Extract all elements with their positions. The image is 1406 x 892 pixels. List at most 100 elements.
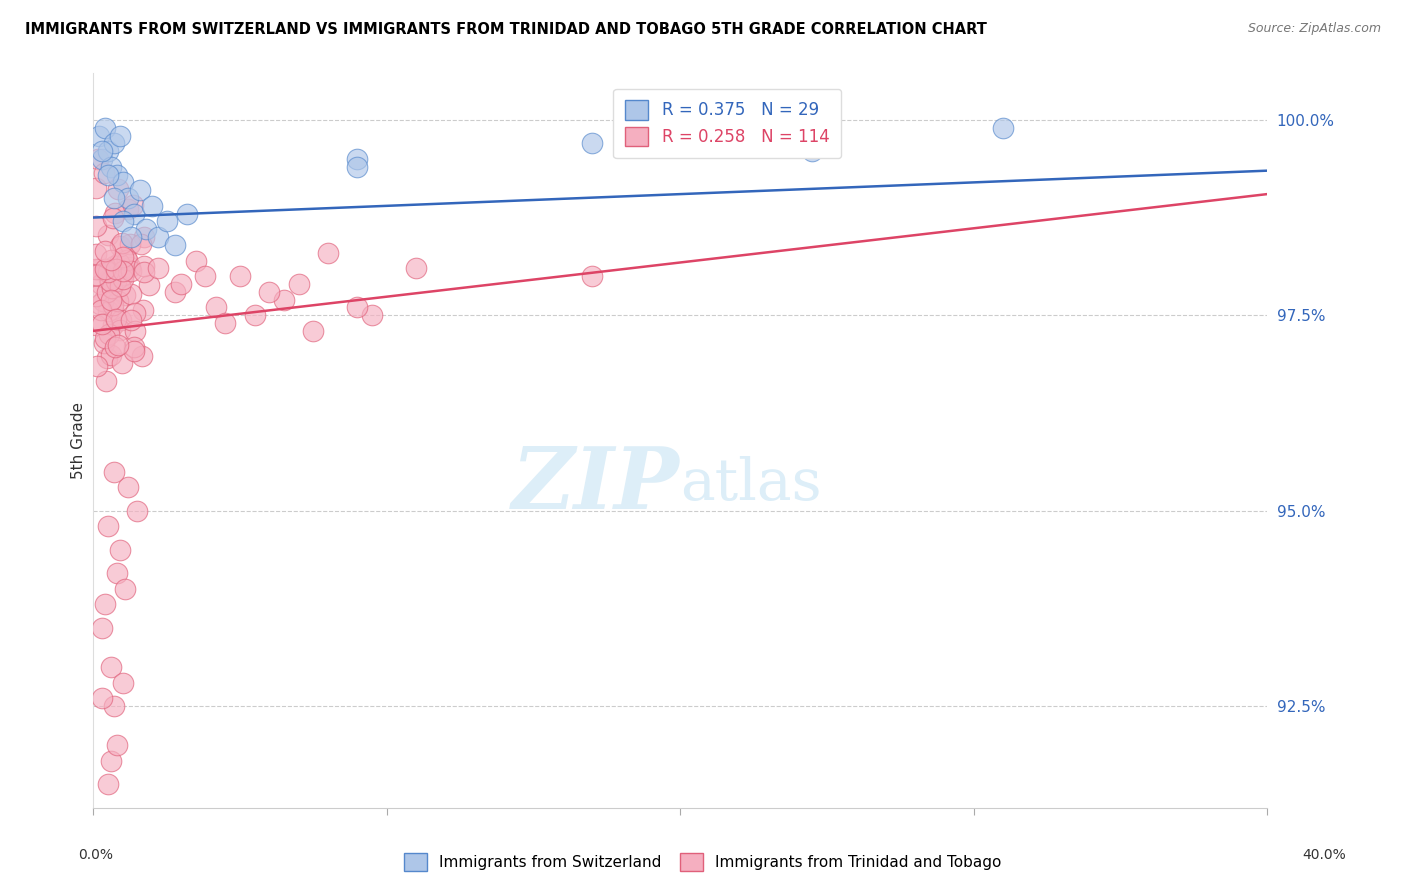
Point <box>100 160 122 174</box>
Point <box>86 359 108 373</box>
Point <box>107 182 129 196</box>
Point <box>105 738 128 752</box>
Point <box>93 293 115 308</box>
Point <box>103 136 125 151</box>
Point <box>103 465 125 479</box>
Point <box>122 339 145 353</box>
Point <box>111 214 134 228</box>
Point <box>90 302 112 317</box>
Point <box>243 308 266 322</box>
Point <box>90 277 112 291</box>
Point <box>287 277 309 291</box>
Point <box>100 252 122 267</box>
Point <box>91 691 114 706</box>
Point <box>114 288 136 302</box>
Point <box>105 311 128 326</box>
Point <box>100 660 122 674</box>
Point <box>132 260 155 274</box>
Point <box>89 297 111 311</box>
Point <box>120 260 142 275</box>
Point <box>273 293 295 307</box>
Point <box>991 120 1014 135</box>
Text: ZIP: ZIP <box>512 442 681 526</box>
Point <box>84 219 107 233</box>
Point <box>346 301 368 315</box>
Point <box>100 293 122 308</box>
Point <box>361 308 384 322</box>
Point <box>176 207 198 221</box>
Point <box>581 136 603 151</box>
Point <box>97 265 120 279</box>
Point <box>302 324 325 338</box>
Point <box>120 313 142 327</box>
Point <box>87 262 110 277</box>
Point <box>120 264 142 278</box>
Point <box>122 207 145 221</box>
Point <box>105 274 128 288</box>
Point <box>97 272 120 286</box>
Point <box>129 183 152 197</box>
Point <box>132 303 155 318</box>
Point <box>84 318 107 332</box>
Point <box>94 120 117 135</box>
Point <box>97 304 120 318</box>
Point <box>103 698 125 713</box>
Point <box>107 256 129 270</box>
Point <box>146 261 169 276</box>
Point <box>110 278 132 293</box>
Point <box>100 348 122 362</box>
Point <box>94 375 117 389</box>
Point <box>108 239 131 253</box>
Point <box>111 272 134 286</box>
Point <box>87 152 110 166</box>
Point <box>101 298 124 312</box>
Point <box>205 301 228 315</box>
Text: atlas: atlas <box>681 457 821 512</box>
Point <box>118 236 141 251</box>
Point <box>165 238 187 252</box>
Point <box>111 235 134 250</box>
Point <box>405 261 427 276</box>
Point <box>103 259 125 273</box>
Point <box>93 166 115 180</box>
Point <box>98 273 121 287</box>
Point <box>815 128 838 143</box>
Point <box>214 316 236 330</box>
Point <box>165 285 187 299</box>
Point <box>103 211 125 225</box>
Point <box>120 230 142 244</box>
Point <box>124 324 146 338</box>
Point <box>108 323 131 337</box>
Point <box>111 675 134 690</box>
Point <box>184 253 207 268</box>
Point <box>84 261 107 276</box>
Point <box>91 152 114 166</box>
Point <box>105 168 128 182</box>
Point <box>97 227 120 242</box>
Point <box>122 198 145 212</box>
Point <box>111 264 134 278</box>
Point <box>108 128 131 143</box>
Point <box>134 230 156 244</box>
Point <box>131 349 153 363</box>
Point <box>127 503 149 517</box>
Point <box>112 251 135 265</box>
Point <box>105 566 128 581</box>
Point <box>146 230 169 244</box>
Point <box>107 294 129 309</box>
Point <box>97 519 120 533</box>
Text: 40.0%: 40.0% <box>1302 847 1347 862</box>
Point <box>101 302 124 317</box>
Point <box>93 336 115 351</box>
Point <box>91 144 114 158</box>
Point <box>194 269 217 284</box>
Point <box>100 754 122 768</box>
Point <box>108 542 131 557</box>
Point <box>86 181 108 195</box>
Point <box>87 128 110 143</box>
Point <box>97 144 120 158</box>
Point <box>110 312 132 326</box>
Point <box>84 247 107 261</box>
Point <box>117 252 139 267</box>
Point <box>107 337 129 351</box>
